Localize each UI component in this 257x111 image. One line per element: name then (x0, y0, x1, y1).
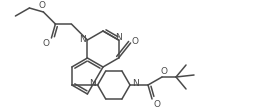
Text: O: O (39, 2, 46, 11)
Text: N: N (132, 78, 139, 87)
Text: O: O (43, 39, 50, 48)
Text: O: O (131, 37, 138, 46)
Text: O: O (161, 67, 168, 76)
Text: O: O (153, 99, 161, 108)
Text: N: N (79, 35, 86, 44)
Text: N: N (89, 78, 96, 87)
Text: N: N (115, 33, 122, 42)
